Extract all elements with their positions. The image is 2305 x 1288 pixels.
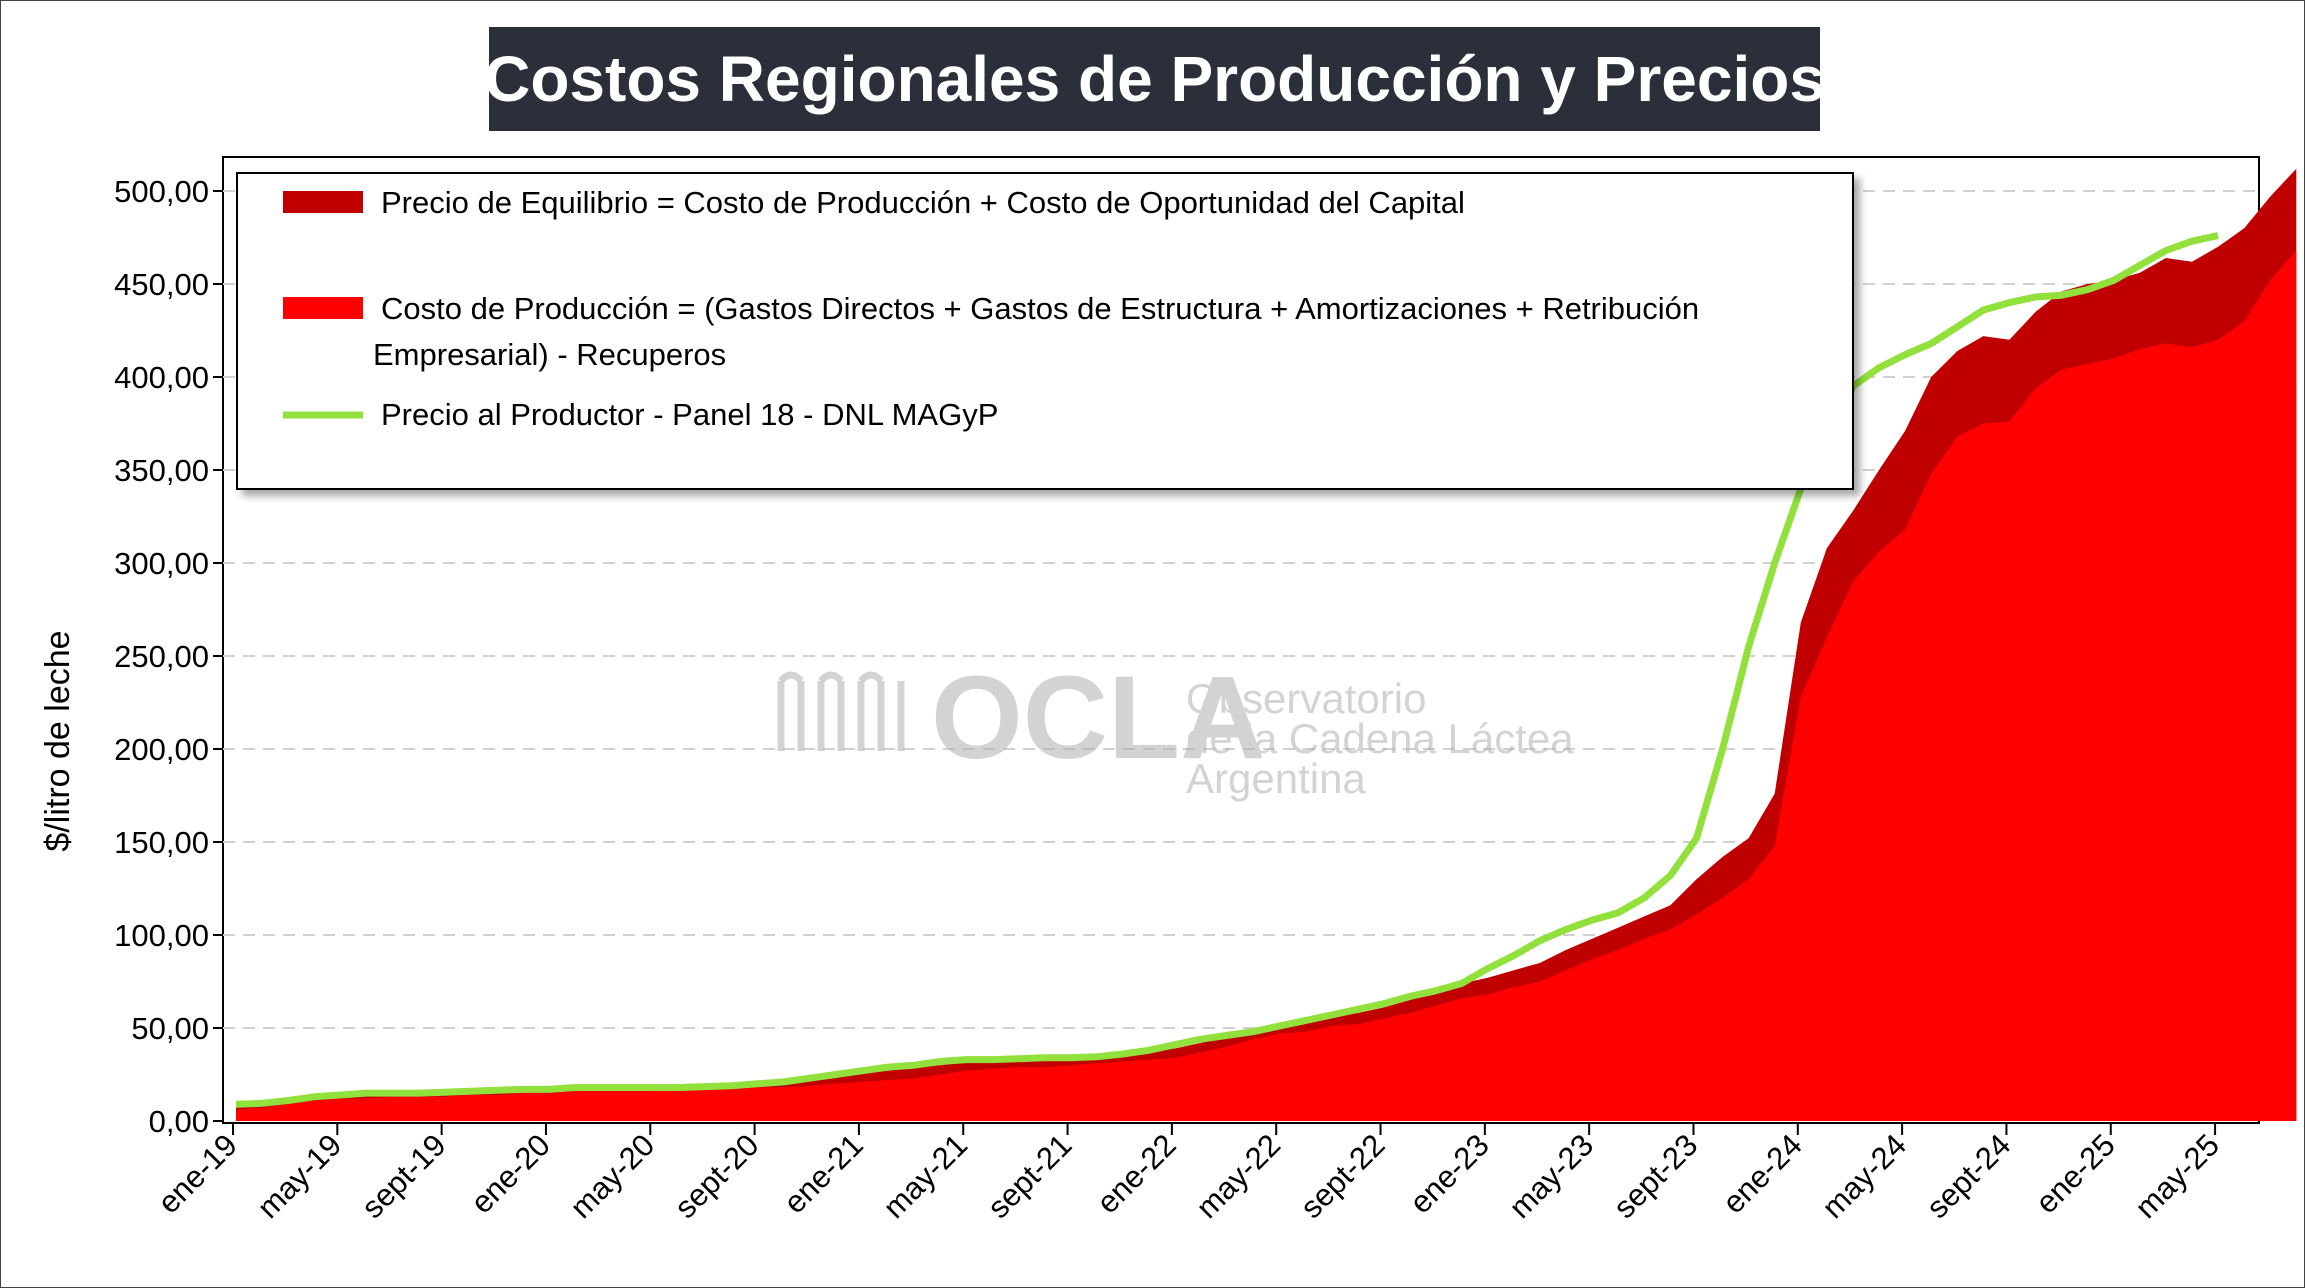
x-tick-label: sept-24 [1920, 1127, 2018, 1225]
x-tick-label: may-22 [1189, 1127, 1287, 1225]
y-tick-label: 50,00 [131, 1011, 209, 1046]
y-tick-label: 300,00 [114, 546, 209, 581]
y-tick-label: 200,00 [114, 732, 209, 767]
y-tick-label: 350,00 [114, 453, 209, 488]
x-tick-label: may-21 [876, 1127, 974, 1225]
x-tick-label: sept-22 [1294, 1127, 1392, 1225]
chart-title: Costos Regionales de Producción y Precio… [484, 43, 1825, 115]
ocla-line3: Argentina [1186, 755, 1366, 802]
ocla-line1: Observatorio [1186, 675, 1426, 722]
y-tick-label: 250,00 [114, 639, 209, 674]
legend-swatch-costo [283, 297, 363, 319]
x-tick-label: ene-25 [2029, 1127, 2122, 1220]
legend-box [236, 172, 1854, 490]
y-tick-label: 0,00 [149, 1104, 209, 1139]
x-tick-label: ene-21 [777, 1127, 870, 1220]
x-tick-label: may-20 [563, 1127, 661, 1225]
x-tick-label: ene-22 [1090, 1127, 1183, 1220]
y-tick-label: 100,00 [114, 918, 209, 953]
series-line-precio-productor [235, 232, 2219, 1108]
x-tick-label: ene-23 [1403, 1127, 1496, 1220]
series-area-costo-produccion [236, 250, 2297, 1121]
legend-label-costo: Costo de Producción = (Gastos Directos +… [381, 291, 1699, 326]
legend-label-equilibrio: Precio de Equilibrio = Costo de Producci… [381, 185, 1465, 220]
ocla-brand-text: OCLA [931, 652, 1265, 784]
chart-title-box: Costos Regionales de Producción y Precio… [484, 27, 1825, 131]
ocla-line2: de la Cadena Láctea [1186, 715, 1574, 762]
x-tick-label: may-25 [2128, 1127, 2226, 1225]
y-tick-label: 500,00 [114, 174, 209, 209]
y-tick-label: 150,00 [114, 825, 209, 860]
x-tick-label: sept-20 [668, 1127, 766, 1225]
x-tick-label: sept-21 [981, 1127, 1079, 1225]
x-tick-label: sept-19 [355, 1127, 453, 1225]
legend-label-precio: Precio al Productor - Panel 18 - DNL MAG… [381, 397, 998, 432]
legend-swatch-equilibrio [283, 191, 363, 213]
series-layer [235, 168, 2297, 1121]
x-tick-label: ene-20 [464, 1127, 557, 1220]
x-tick-label: may-23 [1502, 1127, 1600, 1225]
y-axis-title: $/litro de leche [39, 630, 77, 851]
x-tick-label: may-19 [250, 1127, 348, 1225]
x-tick-label: may-24 [1815, 1127, 1913, 1225]
x-tick-label: sept-23 [1607, 1127, 1705, 1225]
y-tick-label: 400,00 [114, 360, 209, 395]
x-tick-label: ene-19 [151, 1127, 244, 1220]
legend-label-costo-line2: Empresarial) - Recuperos [373, 337, 726, 372]
y-tick-label: 450,00 [114, 267, 209, 302]
ocla-watermark: OCLA Observatorio de la Cadena Láctea Ar… [777, 652, 1574, 802]
legend: Precio de Equilibrio = Costo de Producci… [236, 172, 1854, 490]
ocla-logo-icon [777, 671, 905, 751]
x-tick-label: ene-24 [1716, 1127, 1809, 1220]
